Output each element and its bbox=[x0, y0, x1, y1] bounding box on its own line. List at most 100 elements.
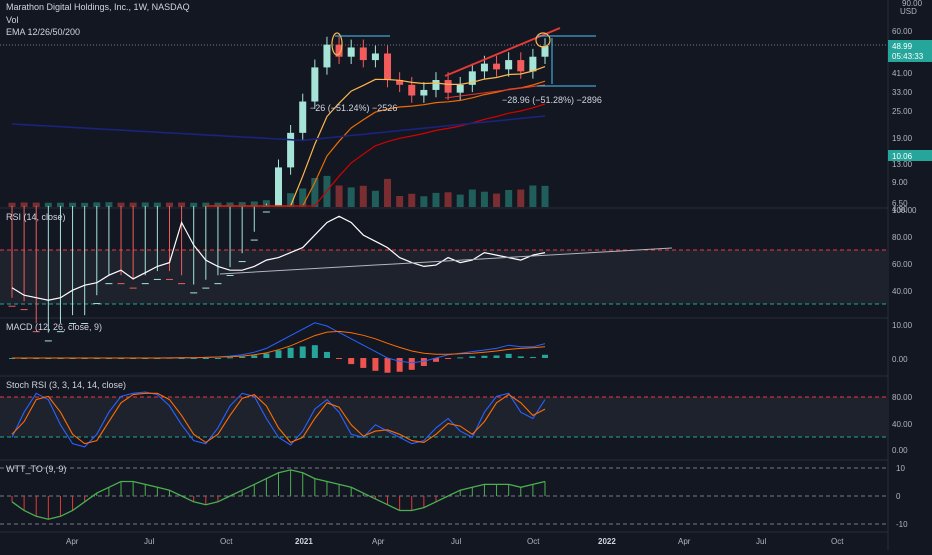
stoch-k-line bbox=[11, 391, 546, 448]
stoch-series bbox=[11, 391, 546, 448]
volume-bar bbox=[396, 196, 404, 207]
candle-body bbox=[56, 331, 64, 333]
stoch-legend[interactable]: Stoch RSI (3, 3, 14, 14, close) bbox=[6, 380, 127, 390]
macd-tick: 0.00 bbox=[892, 355, 908, 364]
rsi-trendline bbox=[219, 247, 673, 275]
candle-body bbox=[20, 309, 28, 311]
time-tick: Jul bbox=[451, 537, 461, 546]
macd-histogram-bar bbox=[432, 358, 439, 362]
candle-body bbox=[529, 56, 537, 72]
candle-body bbox=[117, 283, 125, 285]
candle-body bbox=[480, 63, 488, 72]
ema-legend[interactable]: EMA 12/26/50/200 bbox=[6, 27, 81, 37]
ema-200-line bbox=[11, 115, 546, 142]
candle-body bbox=[8, 305, 16, 307]
scale-tick: 33.00 bbox=[892, 88, 913, 97]
macd-histogram-bar bbox=[542, 354, 548, 358]
volume-bar bbox=[8, 202, 16, 207]
candle-body bbox=[275, 167, 282, 206]
macd-histogram-bar bbox=[263, 353, 270, 358]
volume-bar bbox=[444, 192, 452, 207]
highlight-circle bbox=[331, 32, 343, 56]
candle-body bbox=[93, 303, 101, 305]
candle-body bbox=[287, 132, 295, 168]
scale-tick: 60.00 bbox=[892, 27, 913, 36]
price-scale[interactable]: 90.00 USD 60.00 41.00 33.00 25.00 19.00 … bbox=[888, 0, 932, 529]
signal-line bbox=[12, 330, 546, 359]
volume-bar bbox=[214, 202, 222, 207]
volume-bar bbox=[93, 202, 101, 207]
volume-bar bbox=[165, 202, 173, 207]
rsi-line bbox=[11, 215, 546, 301]
macd-histogram-bar bbox=[384, 358, 391, 373]
volume-bar bbox=[226, 202, 234, 207]
rsi-legend[interactable]: RSI (14, close) bbox=[6, 212, 66, 222]
trendline-drawings[interactable] bbox=[331, 27, 596, 99]
volume-bar bbox=[432, 192, 440, 207]
candle-body bbox=[396, 80, 404, 85]
candle-body bbox=[129, 287, 137, 289]
volume-bar bbox=[117, 202, 125, 207]
scale-tick: 4.90 bbox=[892, 205, 908, 214]
currency-label: USD bbox=[900, 7, 917, 16]
volume-bar bbox=[505, 190, 513, 207]
wtt-tick: -10 bbox=[896, 520, 908, 529]
volume-bar bbox=[299, 188, 307, 207]
candle-body bbox=[359, 47, 367, 61]
macd-legend[interactable]: MACD (12, 26, close, 9) bbox=[6, 322, 103, 332]
macd-histogram-bar bbox=[457, 357, 464, 359]
candle-body bbox=[432, 80, 440, 90]
candle-body bbox=[105, 283, 113, 285]
candle-body bbox=[153, 278, 161, 280]
volume-bar bbox=[262, 200, 270, 207]
candle-body bbox=[408, 84, 416, 96]
candle-body bbox=[44, 340, 52, 342]
stoch-tick: 80.00 bbox=[892, 393, 913, 402]
candle-body bbox=[420, 89, 428, 96]
candle-body bbox=[262, 211, 270, 213]
scale-tick: 9.00 bbox=[892, 178, 908, 187]
macd-histogram-bar bbox=[311, 345, 318, 358]
volume-bar bbox=[493, 193, 501, 207]
time-tick-year: 2021 bbox=[295, 537, 313, 546]
volume-legend[interactable]: Vol bbox=[6, 15, 19, 25]
candle-body bbox=[250, 239, 258, 241]
macd-series bbox=[9, 322, 548, 373]
wtt-line bbox=[11, 469, 546, 520]
volume-bar bbox=[517, 189, 525, 207]
time-tick-year: 2022 bbox=[598, 537, 616, 546]
time-tick: Oct bbox=[527, 537, 540, 546]
stoch-d-line bbox=[11, 392, 546, 445]
macd-histogram-bar bbox=[493, 355, 500, 358]
stoch-tick: 0.00 bbox=[892, 446, 908, 455]
macd-histogram-bar bbox=[396, 358, 403, 372]
macd-histogram-bar bbox=[239, 356, 246, 358]
time-tick: Apr bbox=[678, 537, 691, 546]
macd-histogram-bar bbox=[190, 358, 197, 359]
last-price-value: 48.99 bbox=[892, 42, 913, 51]
volume-bar bbox=[468, 189, 476, 207]
candle-body bbox=[81, 322, 89, 324]
scale-tick: 90.00 bbox=[902, 0, 923, 8]
candle-body bbox=[335, 44, 343, 57]
candle-body bbox=[238, 261, 246, 263]
volume-bar bbox=[371, 190, 379, 207]
macd-histogram-bar bbox=[408, 358, 415, 370]
candle-body bbox=[468, 71, 476, 85]
candle-body bbox=[178, 283, 186, 285]
volume-bar bbox=[456, 194, 464, 207]
volume-bar bbox=[408, 193, 416, 207]
time-tick: Jul bbox=[756, 537, 766, 546]
symbol-title[interactable]: Marathon Digital Holdings, Inc., 1W, NAS… bbox=[6, 2, 190, 12]
volume-bar bbox=[56, 202, 64, 207]
macd-histogram-bar bbox=[323, 351, 330, 358]
volume-badge bbox=[888, 150, 932, 161]
time-axis[interactable]: Apr Jul Oct 2021 Apr Jul Oct 2022 Apr Ju… bbox=[66, 537, 844, 546]
volume-bar bbox=[347, 187, 355, 207]
macd-histogram-bar bbox=[529, 357, 536, 359]
ema-lines bbox=[11, 66, 546, 207]
macd-histogram-bar bbox=[348, 358, 355, 365]
wtt-legend[interactable]: WTT_TO (9, 9) bbox=[6, 464, 67, 474]
